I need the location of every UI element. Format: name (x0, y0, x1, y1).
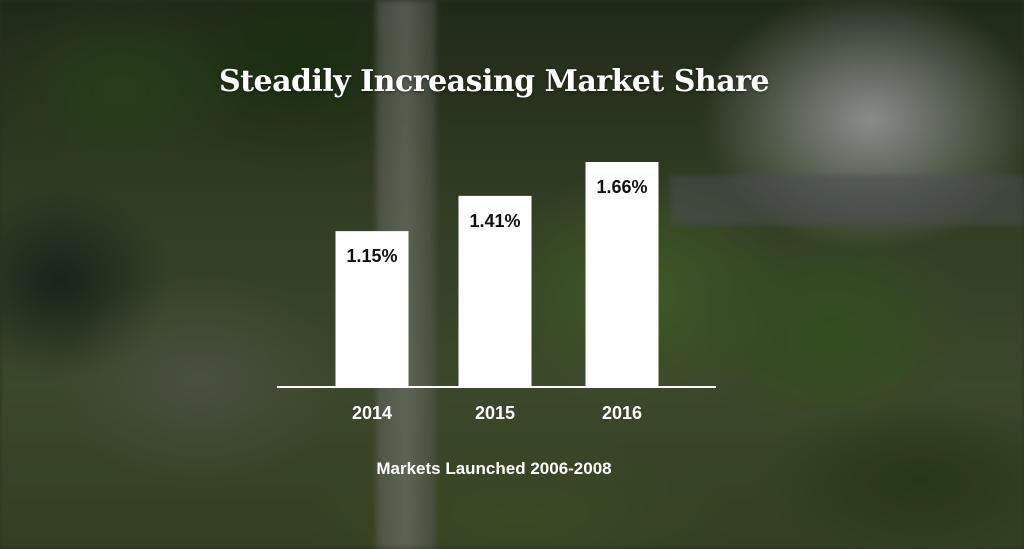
chart-subtitle: Markets Launched 2006-2008 (376, 459, 612, 478)
chart-title: Steadily Increasing Market Share (218, 64, 770, 99)
bar-value-label-2015: 1.41% (469, 211, 520, 231)
bar-2016 (585, 162, 659, 387)
x-axis-tick-labels: 2014 2015 2016 (352, 403, 642, 423)
x-tick-label-2016: 2016 (602, 403, 642, 423)
x-tick-label-2015: 2015 (475, 403, 515, 423)
x-tick-label-2014: 2014 (352, 403, 392, 423)
bar-value-label-2016: 1.66% (596, 177, 647, 197)
bar-2015 (458, 195, 532, 387)
bars-group: 1.15% 1.41% 1.66% (335, 162, 659, 387)
bar-2014 (335, 231, 409, 387)
background-house-roof (670, 175, 1024, 225)
bar-value-label-2014: 1.15% (346, 246, 397, 266)
